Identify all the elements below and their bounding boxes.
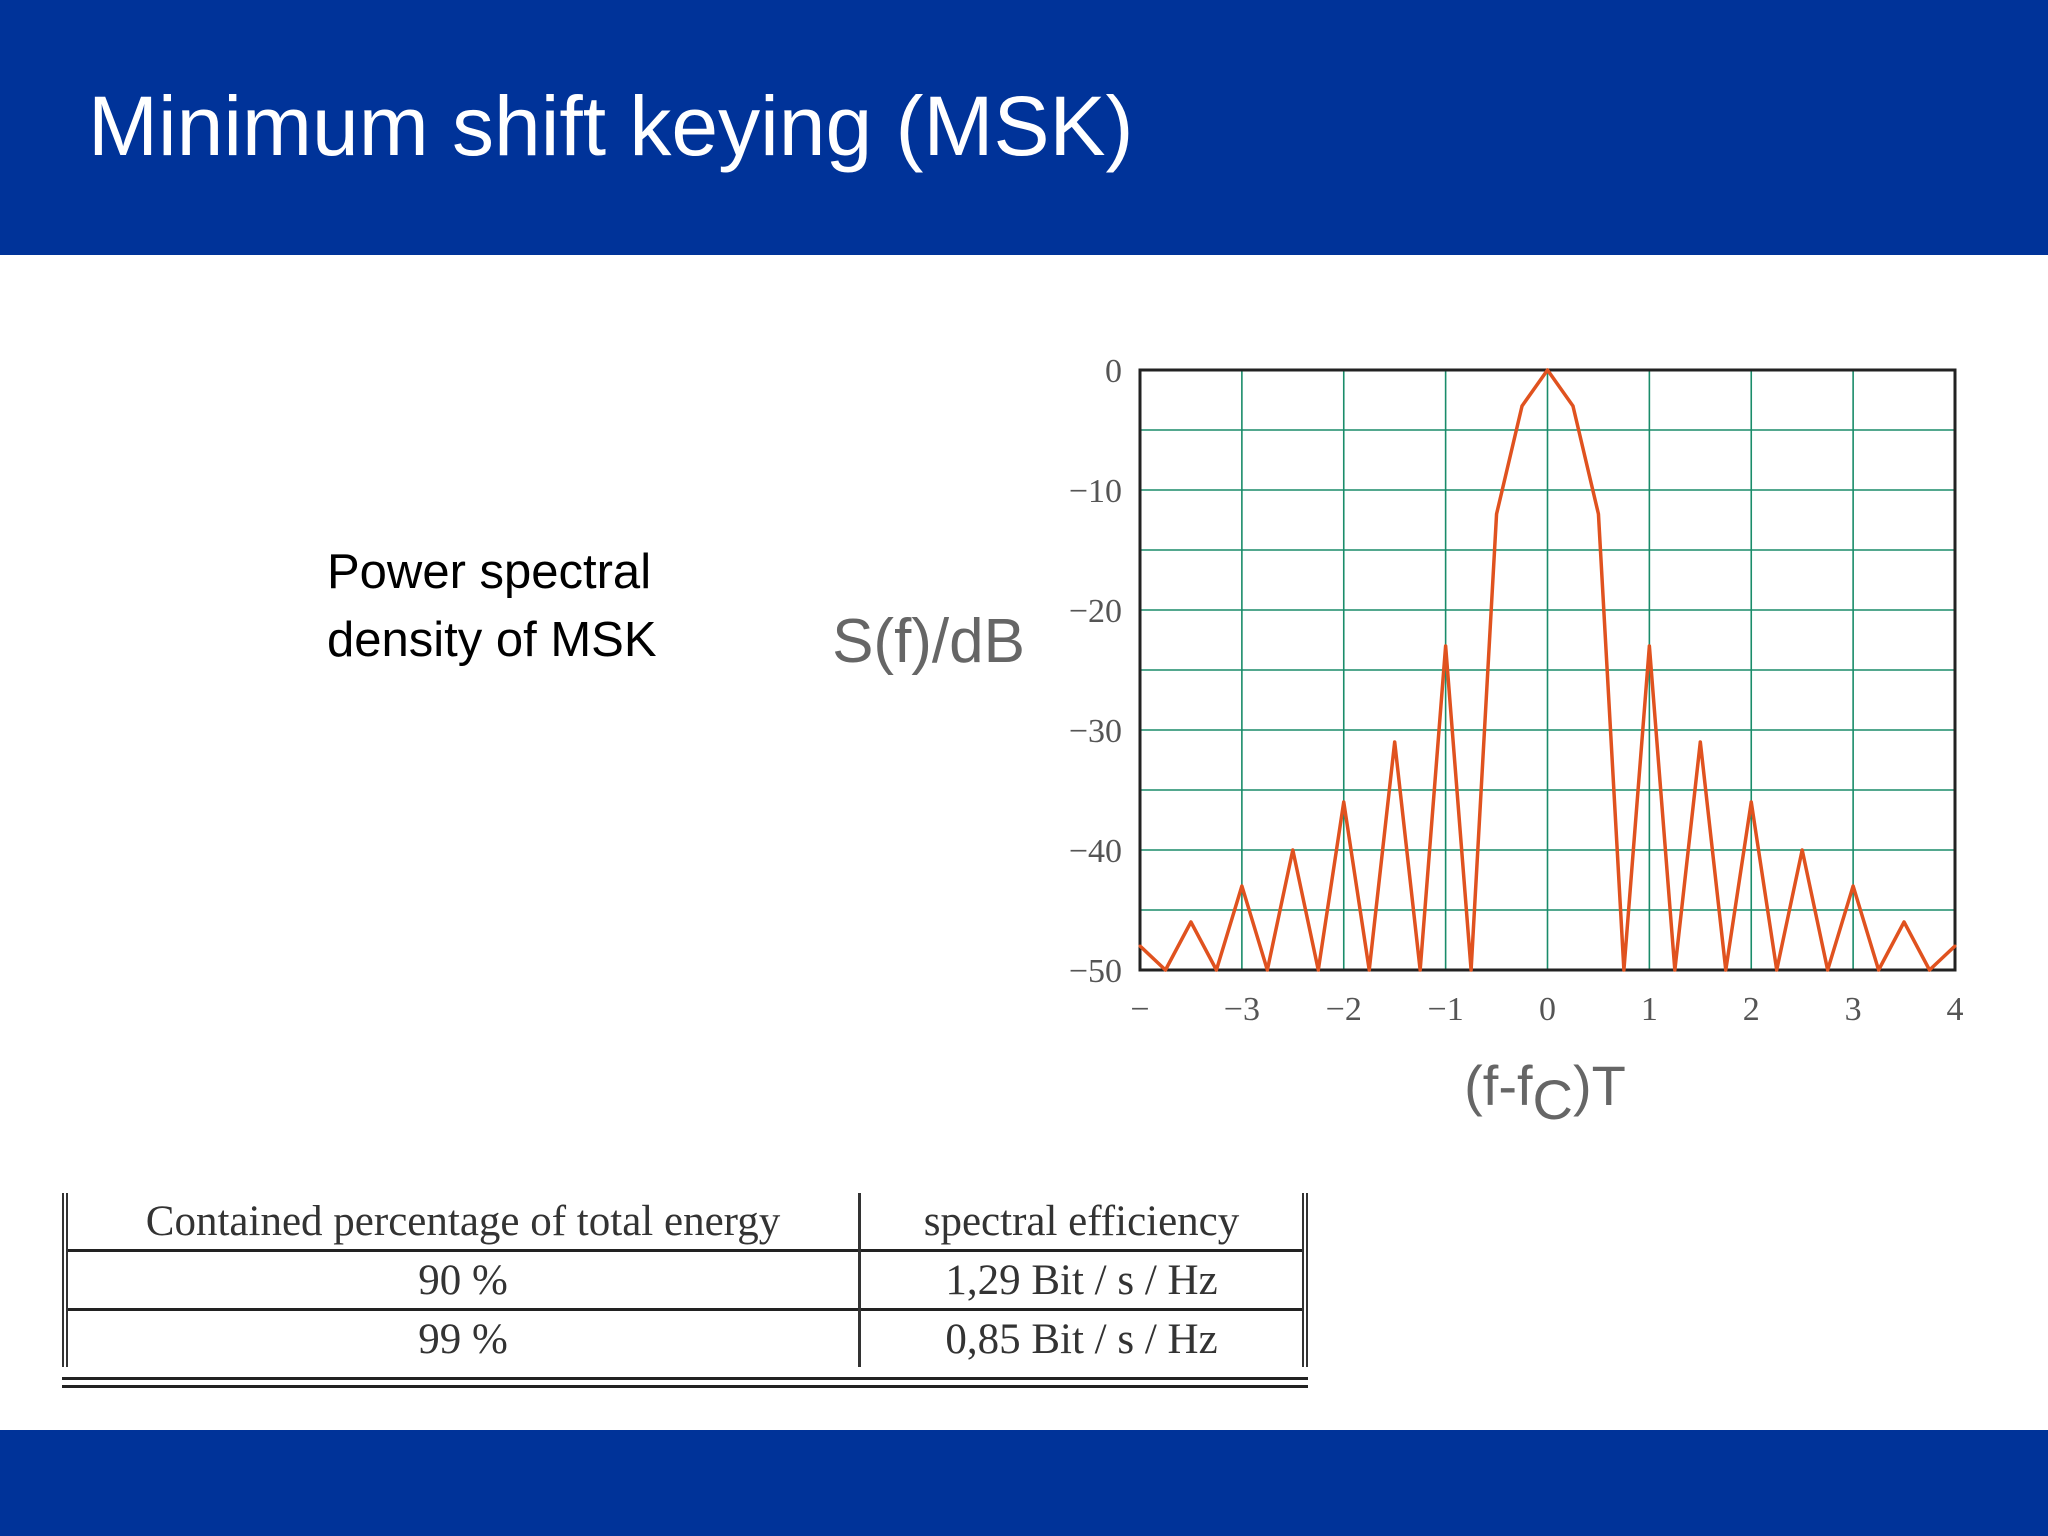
- caption-line-1: Power spectral: [327, 545, 652, 599]
- table-row: 90 % 1,29 Bit / s / Hz: [65, 1249, 1305, 1310]
- psd-data-point: [1775, 968, 1779, 972]
- table-cell-energy: 99 %: [65, 1308, 861, 1367]
- table-cell-efficiency: 1,29 Bit / s / Hz: [859, 1249, 1305, 1310]
- psd-data-point: [1546, 368, 1549, 372]
- psd-data-point: [1877, 968, 1881, 972]
- y-tick-label: −20: [1069, 593, 1122, 630]
- psd-data-point: [1928, 968, 1932, 972]
- x-axis-label: (f-fC)T: [1464, 1054, 1626, 1131]
- table-header-efficiency: spectral efficiency: [859, 1193, 1305, 1251]
- table-cell-energy: 90 %: [65, 1249, 861, 1310]
- x-tick-label: 2: [1743, 991, 1760, 1028]
- y-tick-label: −30: [1069, 713, 1122, 750]
- y-tick-label: −50: [1069, 953, 1122, 990]
- table-header-row: Contained percentage of total energy spe…: [65, 1193, 1305, 1251]
- x-tick-label: −3: [1224, 991, 1260, 1028]
- psd-data-point: [1800, 848, 1804, 852]
- psd-data-point: [1749, 800, 1753, 804]
- table-row: 99 % 0,85 Bit / s / Hz: [65, 1308, 1305, 1367]
- x-tick-label: 0: [1539, 991, 1556, 1028]
- x-tick-label: −: [1130, 991, 1149, 1028]
- table-cell-efficiency: 0,85 Bit / s / Hz: [859, 1308, 1305, 1367]
- y-tick-label: −10: [1069, 473, 1122, 510]
- y-tick-label: −40: [1069, 833, 1122, 870]
- y-axis-label: S(f)/dB: [832, 607, 1025, 676]
- psd-data-point: [1418, 968, 1422, 972]
- psd-data-point: [1291, 848, 1295, 852]
- psd-data-point: [1596, 512, 1600, 516]
- chart-caption: Power spectral density of MSK: [327, 538, 657, 674]
- psd-data-point: [1673, 968, 1677, 972]
- psd-data-point: [1698, 740, 1702, 744]
- psd-data-point: [1163, 968, 1167, 972]
- y-tick-label: 0: [1105, 353, 1122, 390]
- title-bar: Minimum shift keying (MSK): [0, 0, 2048, 255]
- table-bottom-rule: [62, 1385, 1308, 1388]
- x-tick-label: −2: [1326, 991, 1362, 1028]
- psd-data-point: [1851, 884, 1855, 888]
- psd-data-point: [1265, 968, 1269, 972]
- x-tick-label: −1: [1428, 991, 1464, 1028]
- psd-data-point: [1393, 740, 1397, 744]
- caption-line-2: density of MSK: [327, 613, 657, 667]
- psd-data-point: [1571, 404, 1575, 408]
- psd-data-point: [1316, 968, 1320, 972]
- footer-bar: [0, 1430, 2048, 1536]
- psd-data-point: [1953, 944, 1957, 948]
- energy-table-container: Contained percentage of total energy spe…: [62, 1193, 1308, 1388]
- x-tick-label: 1: [1641, 991, 1658, 1028]
- psd-data-point: [1214, 968, 1218, 972]
- psd-data-point: [1495, 512, 1499, 516]
- psd-data-point: [1138, 944, 1142, 948]
- psd-data-point: [1902, 920, 1906, 924]
- psd-data-point: [1520, 404, 1524, 408]
- table-header-energy: Contained percentage of total energy: [65, 1193, 861, 1251]
- x-tick-label: 4: [1947, 991, 1964, 1028]
- psd-data-point: [1367, 968, 1371, 972]
- slide-title: Minimum shift keying (MSK): [88, 79, 1134, 173]
- psd-data-point: [1622, 968, 1626, 972]
- psd-data-point: [1342, 800, 1346, 804]
- table-bottom-rule: [62, 1377, 1308, 1380]
- psd-data-point: [1469, 968, 1473, 972]
- psd-data-point: [1826, 968, 1830, 972]
- psd-chart: 0−10−20−30−40−50− −3 −2 −1 0 1 2 3 4S(f)/dB(f-fC…: [832, 353, 1964, 1131]
- psd-data-point: [1240, 884, 1244, 888]
- psd-data-point: [1444, 644, 1448, 648]
- x-tick-label: 3: [1845, 991, 1862, 1028]
- psd-data-point: [1189, 920, 1193, 924]
- psd-data-point: [1647, 644, 1651, 648]
- psd-data-point: [1724, 968, 1728, 972]
- energy-efficiency-table: Contained percentage of total energy spe…: [62, 1193, 1308, 1367]
